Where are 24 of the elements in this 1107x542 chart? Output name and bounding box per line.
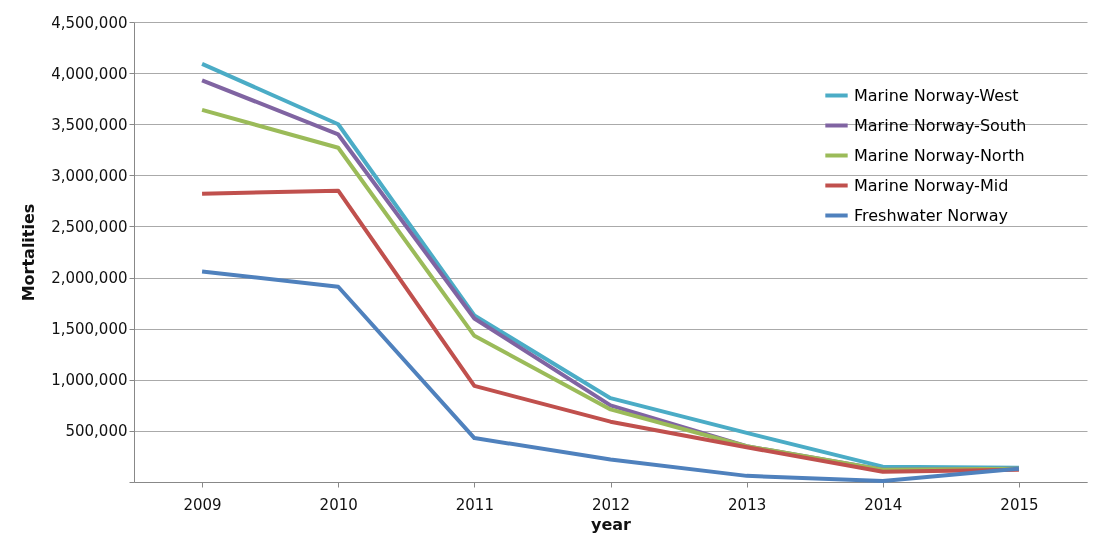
x-tick-label: 2009 [183,495,222,514]
y-tick-label: 2,500,000 [51,217,128,236]
y-tick-label: 4,000,000 [51,64,128,83]
x-axis-title: year [591,514,632,534]
y-tick-label: 500,000 [65,422,128,441]
legend-label: Marine Norway-North [854,145,1025,165]
legend-label: Marine Norway-Mid [854,175,1009,195]
y-tick-label: 3,500,000 [51,115,128,134]
y-tick-label: 2,000,000 [51,269,128,288]
y-tick-label: 1,500,000 [51,320,128,339]
y-axis-title: Mortalities [19,203,39,302]
y-tick-label: 1,000,000 [51,371,128,390]
legend-label: Marine Norway-West [854,85,1019,105]
legend-label: Freshwater Norway [854,205,1008,225]
x-tick-label: 2011 [455,495,494,514]
x-tick-label: 2013 [728,495,767,514]
x-tick-label: 2010 [319,495,358,514]
line-series [200,269,1021,483]
x-tick-label: 2012 [591,495,631,514]
x-tick-label: 2015 [1000,495,1039,514]
legend-label: Marine Norway-South [854,115,1027,135]
x-tick-label: 2014 [864,495,903,514]
y-tick-label: 4,500,000 [51,13,128,32]
y-tick-label: 3,000,000 [51,166,128,185]
